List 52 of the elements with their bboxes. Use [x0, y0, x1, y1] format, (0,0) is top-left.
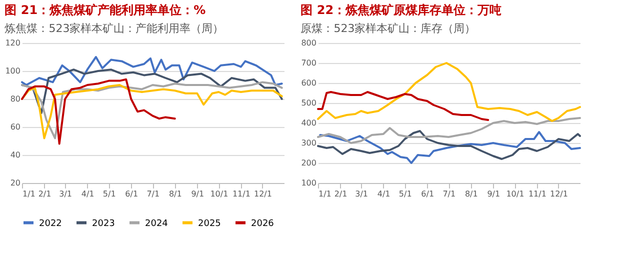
x-tick-label: 4/1	[81, 190, 94, 198]
x-tick-label: 1/1	[318, 190, 332, 198]
y-tick-label: 300	[301, 138, 316, 148]
legend-label: 2024	[145, 218, 168, 229]
x-tick-label: 2/1	[38, 190, 52, 198]
x-tick-label: 9/1	[487, 190, 500, 198]
x-tick-label: 6/1	[421, 190, 434, 198]
x-tick-label: 12/1	[254, 190, 272, 198]
legend-label: 2025	[198, 218, 221, 229]
y-tick-label: 700	[301, 58, 316, 68]
y-tick-label: 500	[301, 98, 316, 108]
chart-subtitle: 原煤：523家样本矿山：库存（周）	[300, 22, 476, 35]
x-tick-label: 11/1	[232, 190, 250, 198]
x-tick-label: 4/1	[377, 190, 390, 198]
y-tick-label: 60	[10, 122, 20, 132]
x-tick-label: 9/1	[191, 190, 204, 198]
y-tick-label: 800	[301, 38, 316, 48]
x-tick-label: 6/1	[125, 190, 138, 198]
x-tick-label: 12/1	[550, 190, 568, 198]
y-tick-label: 120	[5, 38, 20, 48]
x-tick-label: 7/1	[442, 190, 456, 198]
line-series	[317, 117, 581, 144]
legend-label: 2023	[92, 218, 115, 229]
legend-label: 2022	[39, 218, 62, 229]
x-tick-label: 3/1	[355, 190, 368, 198]
chart-title: 图 21：炼焦煤矿产能利用率单位：%	[4, 3, 206, 17]
x-tick-label: 8/1	[168, 190, 182, 198]
line-series	[21, 56, 283, 86]
chart-subtitle: 炼焦煤：523家样本矿山：产能利用率（周）	[4, 22, 224, 35]
y-tick-label: 400	[301, 118, 316, 128]
x-tick-label: 10/1	[506, 190, 524, 198]
x-tick-label: 3/1	[59, 190, 72, 198]
x-tick-label: 8/1	[464, 190, 478, 198]
line-series	[21, 78, 176, 145]
y-tick-label: 20	[10, 178, 20, 188]
y-tick-label: 40	[10, 150, 20, 160]
y-tick-label: 80	[10, 94, 20, 104]
y-tick-label: 100	[5, 66, 20, 76]
chart-title: 图 22：炼焦煤矿原煤库存单位：万吨	[300, 3, 502, 17]
x-tick-label: 5/1	[398, 190, 412, 198]
x-tick-label: 11/1	[528, 190, 546, 198]
y-tick-label: 600	[301, 78, 316, 88]
line-series	[317, 91, 490, 121]
line-series	[317, 62, 581, 122]
y-tick-label: 100	[301, 178, 316, 188]
y-tick-label: 200	[301, 158, 316, 168]
legend-label: 2026	[251, 218, 274, 229]
x-tick-label: 5/1	[102, 190, 116, 198]
x-tick-label: 1/1	[22, 190, 36, 198]
x-tick-label: 7/1	[146, 190, 160, 198]
x-tick-label: 2/1	[334, 190, 348, 198]
x-tick-label: 10/1	[210, 190, 228, 198]
